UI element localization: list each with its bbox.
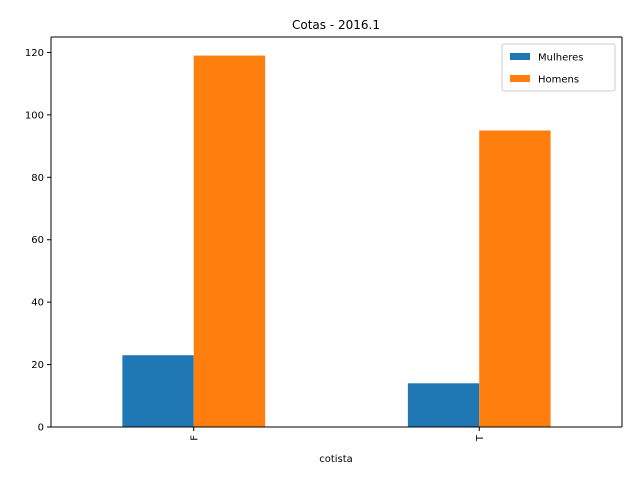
y-tick-label: 20 — [31, 360, 44, 371]
legend-swatch-mulheres — [510, 53, 530, 60]
bar-homens-F — [193, 55, 266, 427]
y-tick-label: 40 — [31, 298, 44, 309]
y-tick-label: 120 — [25, 48, 44, 59]
bars-group — [122, 55, 551, 428]
legend-label-mulheres: Mulheres — [538, 53, 584, 64]
bar-homens-T — [479, 130, 551, 428]
x-tick-label: T — [475, 434, 486, 442]
y-tick-label: 60 — [31, 235, 44, 246]
y-tick-label: 100 — [25, 110, 44, 121]
chart-title: Cotas - 2016.1 — [292, 18, 380, 32]
bar-mulheres-T — [407, 383, 480, 427]
legend: Mulheres Homens — [501, 43, 616, 92]
x-axis-label: cotista — [319, 454, 353, 465]
legend-box — [501, 43, 616, 92]
y-tick-label: 0 — [38, 423, 44, 434]
legend-label-homens: Homens — [538, 75, 579, 86]
bar-mulheres-F — [122, 355, 194, 427]
x-tick-label: F — [189, 435, 200, 441]
axes-group: 0 20 40 60 80 100 120 F T — [25, 36, 623, 442]
y-tick-label: 80 — [31, 173, 44, 184]
legend-swatch-homens — [510, 75, 530, 82]
